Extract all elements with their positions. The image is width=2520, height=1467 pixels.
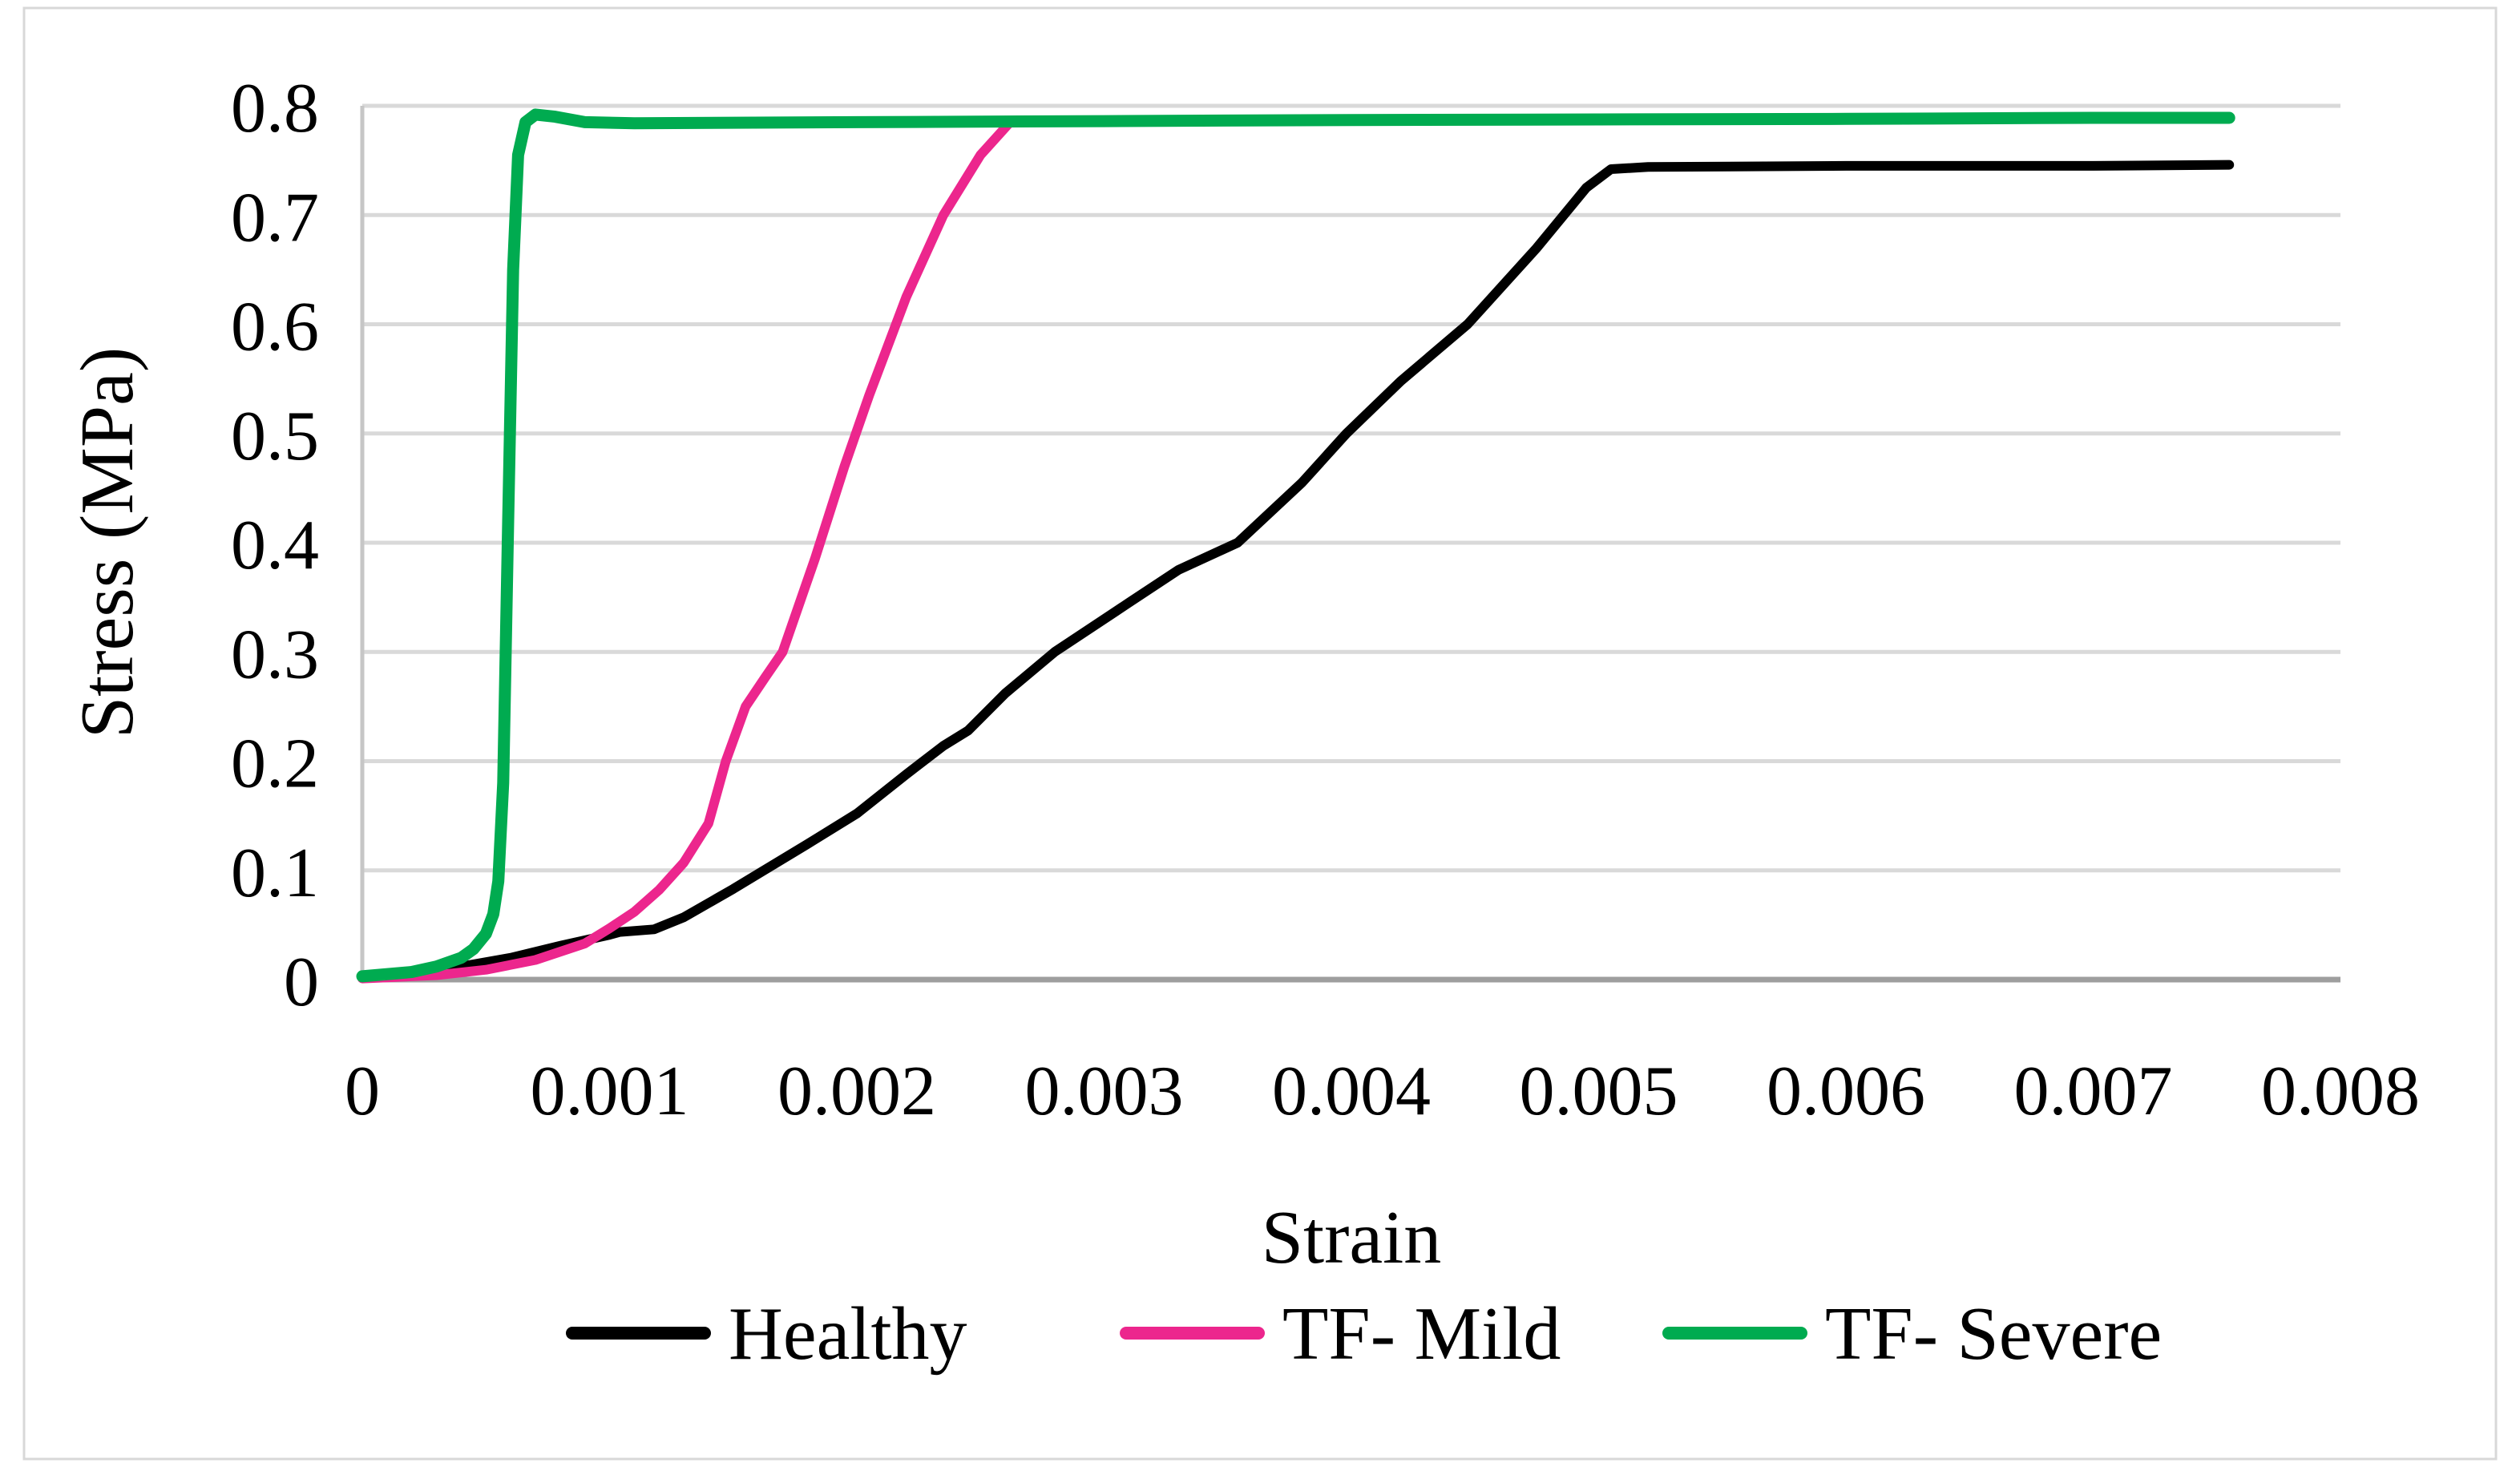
- legend-label-tf-mild: TF- Mild: [1282, 1292, 1561, 1376]
- y-tick-label-0.8: 0.8: [231, 70, 319, 148]
- y-tick-label-0.6: 0.6: [231, 289, 319, 366]
- x-tick-label-0.005: 0.005: [1520, 1053, 1678, 1130]
- legend-label-healthy: Healthy: [729, 1292, 967, 1376]
- x-tick-label-0.001: 0.001: [531, 1053, 689, 1130]
- axes: [360, 106, 2340, 983]
- y-axis-tick-labels: 0 0.1 0.2 0.3 0.4 0.5 0.6 0.7 0.8: [231, 70, 319, 1021]
- y-axis-title: Stress (MPa): [66, 347, 149, 738]
- y-tick-label-0: 0: [284, 944, 319, 1021]
- x-tick-label-0: 0: [345, 1053, 380, 1130]
- y-tick-label-0.2: 0.2: [231, 725, 319, 803]
- series-line-tf-severe: [356, 108, 2235, 983]
- x-tick-label-0.002: 0.002: [777, 1053, 936, 1130]
- y-tick-label-0.1: 0.1: [231, 835, 319, 912]
- gridlines: [362, 103, 2340, 873]
- x-axis-tick-labels: 0 0.001 0.002 0.003 0.004 0.005 0.006 0.007 0.00…: [345, 1053, 2420, 1130]
- x-tick-label-0.003: 0.003: [1025, 1053, 1184, 1130]
- x-tick-label-0.006: 0.006: [1767, 1053, 1925, 1130]
- series-lines: [356, 108, 2235, 984]
- x-tick-label-0.007: 0.007: [2014, 1053, 2173, 1130]
- y-tick-label-0.4: 0.4: [231, 507, 319, 584]
- legend: Healthy TF- Mild TF- Severe: [566, 1292, 2162, 1376]
- y-tick-label-0.5: 0.5: [231, 398, 319, 475]
- legend-label-tf-severe: TF- Severe: [1825, 1292, 2162, 1376]
- x-axis-title: Strain: [1262, 1196, 1442, 1279]
- y-tick-label-0.7: 0.7: [231, 179, 319, 257]
- series-line-healthy: [357, 160, 2235, 983]
- figure-border: [22, 6, 2498, 1461]
- y-tick-label-0.3: 0.3: [231, 616, 319, 693]
- series-line-tf-mild: [357, 117, 1016, 984]
- x-tick-label-0.004: 0.004: [1272, 1053, 1431, 1130]
- x-tick-label-0.008: 0.008: [2261, 1053, 2420, 1130]
